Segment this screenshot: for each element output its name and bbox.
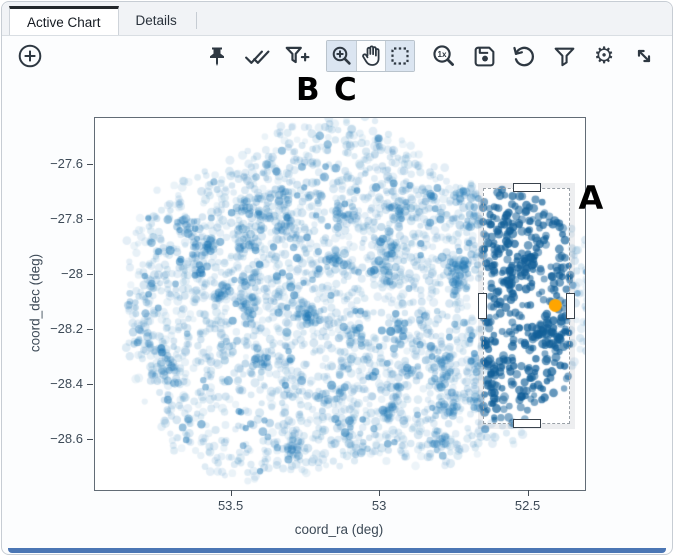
selection-handle-top[interactable] [512, 183, 541, 193]
circled-plus-icon [17, 43, 43, 69]
scatter-points-canvas[interactable] [95, 118, 585, 490]
hand-icon [359, 44, 383, 68]
selection-handle-left[interactable] [478, 292, 488, 319]
save-chart-button[interactable] [469, 41, 499, 71]
tab-separator [195, 12, 197, 29]
y-tick-mark [87, 329, 93, 331]
zoom-reset-label: 1x [438, 50, 448, 59]
dashed-box-icon [388, 44, 412, 68]
pin-icon [205, 44, 229, 68]
y-tick-mark [87, 384, 93, 386]
select-all-button[interactable] [242, 41, 272, 71]
y-tick-label: −28.6 [50, 431, 83, 447]
add-chart-button[interactable] [15, 41, 45, 71]
box-select-mode-button[interactable] [385, 41, 414, 71]
pan-mode-button[interactable] [356, 41, 385, 71]
x-tick-mark [527, 490, 529, 496]
x-tick-mark [230, 490, 232, 496]
chart-region: coord_dec (deg) coord_ra (deg) A 53.5 53 5… [2, 74, 672, 544]
annotation-letter-a: A [578, 178, 604, 217]
gear-icon: ⚙ [593, 42, 615, 69]
y-tick-mark [87, 163, 93, 165]
y-tick-label: −28.4 [50, 376, 83, 392]
funnel-icon [552, 44, 577, 69]
add-filter-from-selection-button[interactable] [282, 41, 312, 71]
annotation-letter-c: C [334, 72, 357, 108]
restore-chart-button[interactable] [509, 41, 539, 71]
y-axis-title: coord_dec (deg) [27, 253, 43, 353]
y-tick-label: −28 [60, 266, 83, 282]
zoom-original-button[interactable]: 1x [429, 41, 459, 71]
x-tick-label: 52.5 [514, 498, 541, 513]
x-axis-title: coord_ra (deg) [294, 522, 384, 537]
selection-handle-bottom[interactable] [512, 419, 541, 429]
y-tick-label: −27.6 [50, 155, 83, 171]
drag-mode-group [326, 40, 415, 72]
tab-details-label: Details [135, 13, 177, 28]
x-tick-mark [379, 490, 381, 496]
y-tick-label: −27.8 [50, 210, 83, 226]
diagonal-arrows-icon [632, 44, 656, 68]
y-tick-mark [87, 274, 93, 276]
zoom-mode-button[interactable] [327, 41, 356, 71]
x-tick-label: 53.5 [217, 498, 244, 513]
selection-box[interactable] [482, 187, 571, 424]
pin-chart-button[interactable] [202, 41, 232, 71]
floppy-save-icon [472, 44, 497, 69]
filter-add-icon [284, 43, 310, 69]
selection-handle-right[interactable] [565, 292, 575, 319]
magnifier-1x-icon: 1x [431, 43, 457, 69]
tab-active-chart-label: Active Chart [27, 14, 101, 30]
expand-chart-button[interactable] [629, 41, 659, 71]
filters-button[interactable] [549, 41, 579, 71]
y-tick-mark [87, 439, 93, 441]
y-tick-label: −28.2 [50, 321, 83, 337]
bottom-divider-bar [8, 548, 666, 553]
plot-area[interactable]: A [94, 117, 603, 491]
x-tick-label: 53 [371, 498, 387, 513]
double-check-icon [244, 43, 270, 69]
tab-details[interactable]: Details [119, 6, 194, 35]
chart-toolbar: 1x ⚙ [2, 38, 672, 74]
tab-active-chart[interactable]: Active Chart [9, 6, 119, 35]
y-tick-mark [87, 218, 93, 220]
chart-settings-button[interactable]: ⚙ [589, 41, 619, 71]
tab-bar: Active Chart Details [2, 2, 672, 36]
rotate-arrow-icon [511, 43, 537, 69]
annotation-letter-b: B [296, 72, 320, 108]
magnifier-plus-icon [330, 44, 354, 68]
